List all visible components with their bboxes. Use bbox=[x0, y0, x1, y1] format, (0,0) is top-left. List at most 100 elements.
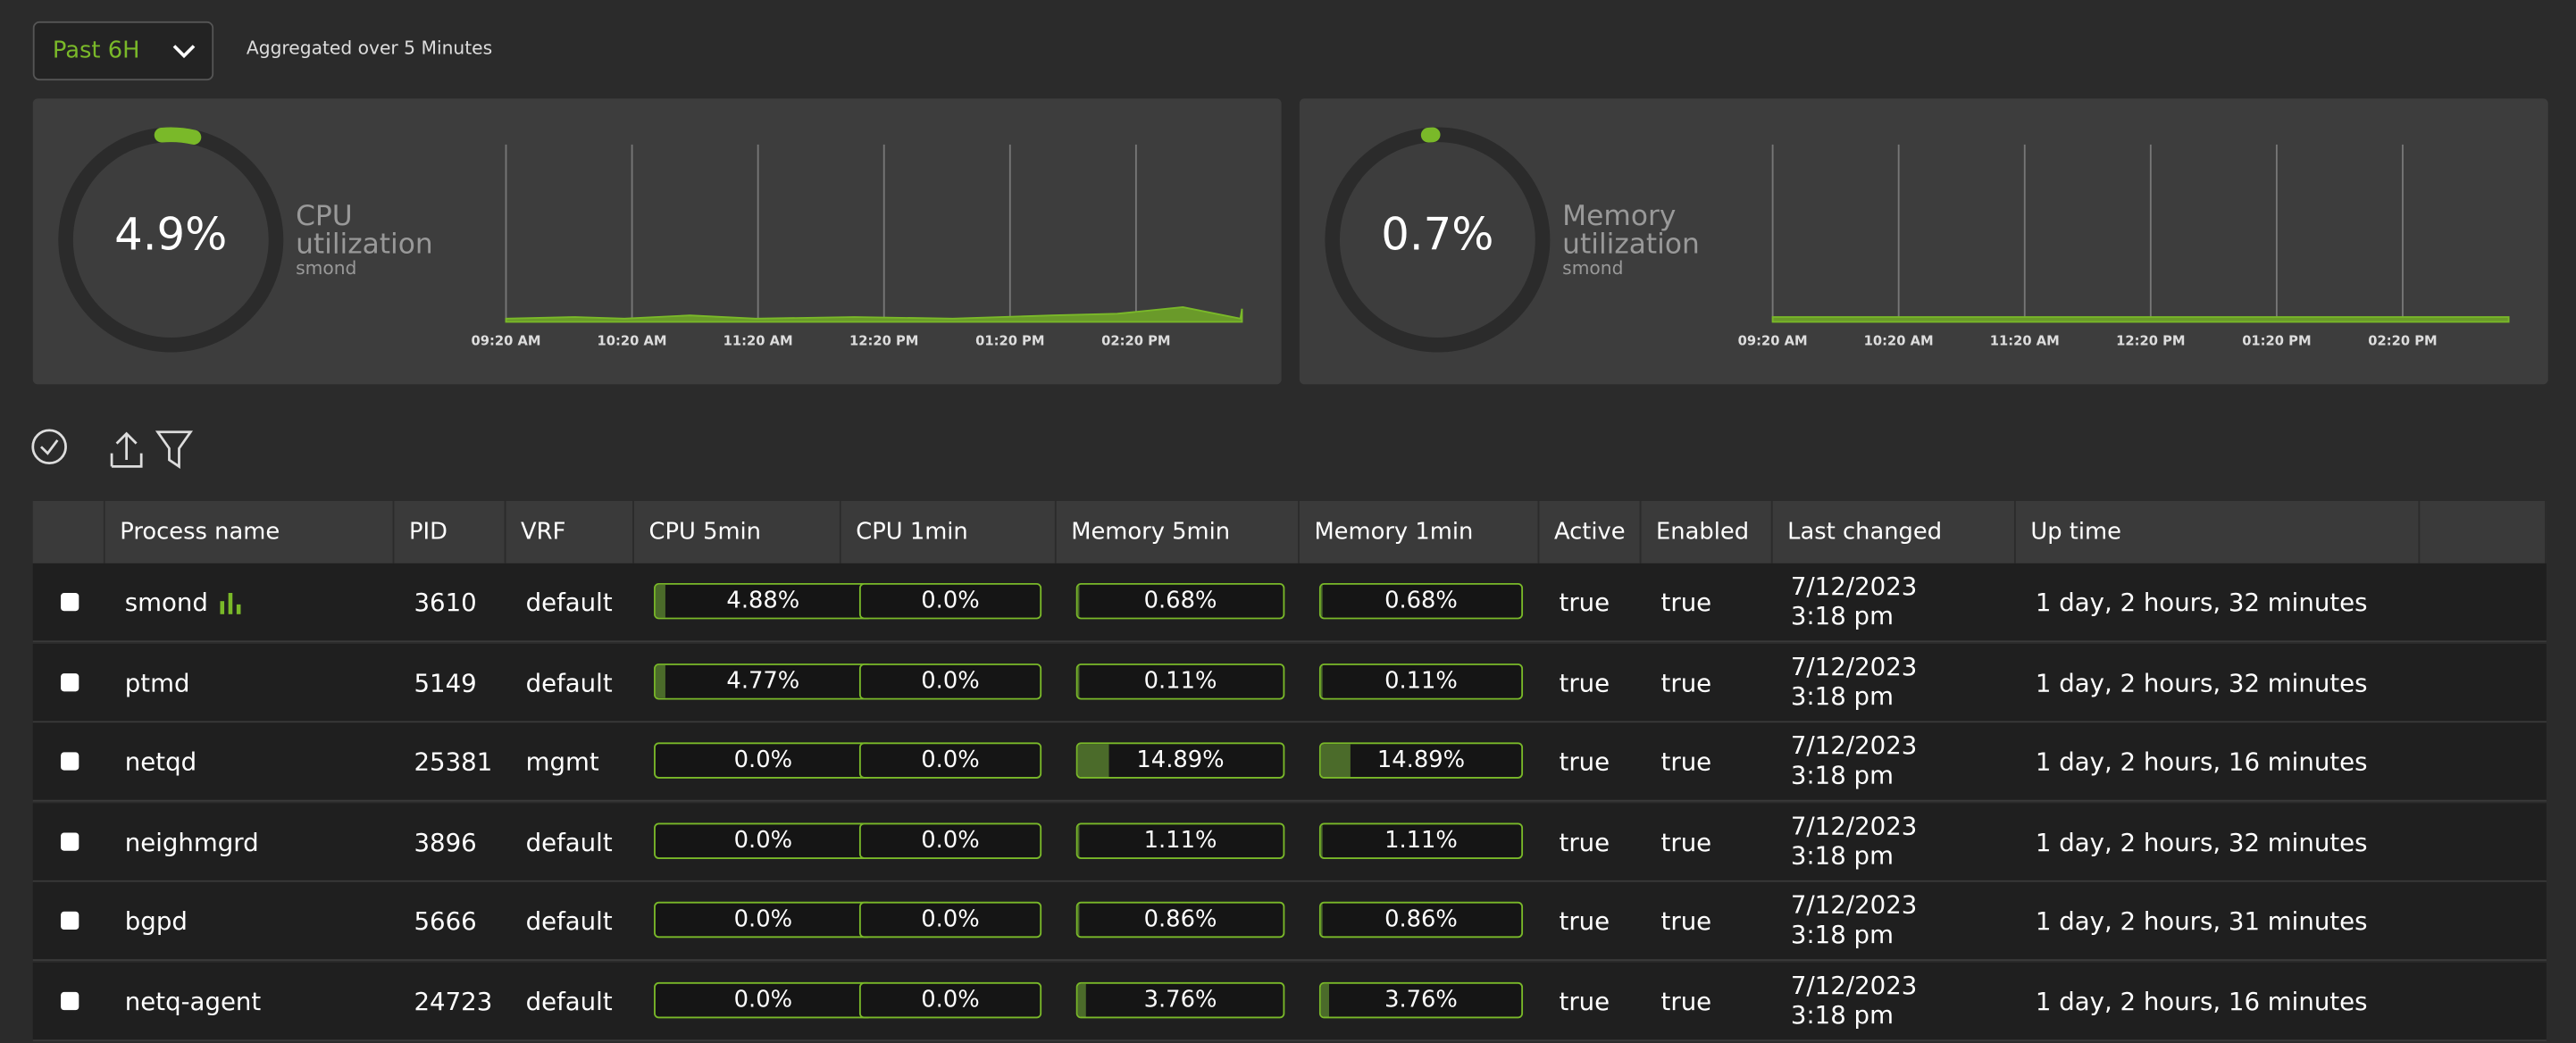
row-checkbox[interactable] bbox=[61, 592, 79, 612]
usage-label: 0.11% bbox=[1384, 667, 1458, 695]
usage-label: 0.0% bbox=[921, 747, 980, 774]
cell-text: default bbox=[525, 906, 613, 937]
usage-pill: 4.77% bbox=[654, 663, 873, 699]
chart-icon[interactable] bbox=[219, 591, 242, 614]
usage-pill: 0.0% bbox=[654, 822, 873, 859]
cell-text: 24723 bbox=[414, 986, 493, 1016]
cell-text: 1 day, 2 hours, 32 minutes bbox=[2035, 667, 2368, 697]
export-icon[interactable] bbox=[110, 431, 143, 468]
usage-pill: 0.0% bbox=[654, 901, 873, 939]
usage-pill: 14.89% bbox=[1075, 742, 1285, 779]
icon-bar bbox=[220, 601, 225, 614]
cell-text: ptmd bbox=[124, 667, 190, 697]
column-header[interactable]: Enabled bbox=[1641, 500, 1773, 563]
usage-pill: 0.68% bbox=[1318, 582, 1524, 620]
time-tick-label: 10:20 AM bbox=[1863, 333, 1934, 348]
usage-label: 3.76% bbox=[1384, 986, 1458, 1013]
usage-area bbox=[505, 306, 1243, 323]
cell-text: neighmgrd bbox=[124, 827, 259, 857]
cell-text: true bbox=[1660, 906, 1712, 937]
card-graphics bbox=[1325, 127, 2510, 353]
usage-area bbox=[1771, 316, 2510, 323]
usage-fill bbox=[1077, 903, 1080, 937]
gauge-value: 4.9% bbox=[114, 210, 228, 262]
usage-fill bbox=[1320, 982, 1329, 1016]
header-cell bbox=[32, 500, 105, 563]
cell-text: 1 day, 2 hours, 16 minutes bbox=[2035, 986, 2368, 1016]
last-changed: 7/12/2023 3:18 pm bbox=[1790, 572, 1918, 631]
select-all-icon[interactable] bbox=[31, 429, 67, 465]
usage-pill: 0.86% bbox=[1318, 901, 1524, 939]
time-tick-label: 01:20 PM bbox=[2242, 333, 2312, 348]
cell-text: true bbox=[1660, 667, 1712, 697]
row-checkbox[interactable] bbox=[61, 991, 79, 1010]
header-cell bbox=[2420, 500, 2547, 563]
column-header[interactable]: VRF bbox=[506, 500, 634, 563]
cell-text: netqd bbox=[124, 747, 197, 777]
usage-label: 0.0% bbox=[733, 747, 793, 774]
cell-text: 1 day, 2 hours, 31 minutes bbox=[2035, 906, 2368, 937]
usage-fill bbox=[1320, 903, 1323, 937]
aggregation: Aggregated over 5 Minutes bbox=[246, 38, 493, 60]
gauge-arc bbox=[1325, 127, 1551, 353]
row-checkbox[interactable] bbox=[61, 672, 79, 691]
column-header[interactable]: CPU 5min bbox=[633, 500, 841, 563]
icon-bar bbox=[236, 604, 241, 614]
usage-pill: 4.88% bbox=[654, 582, 873, 620]
usage-fill bbox=[1077, 744, 1108, 777]
column-header[interactable]: CPU 1min bbox=[841, 500, 1057, 563]
usage-label: 0.0% bbox=[921, 986, 980, 1013]
usage-label: 0.86% bbox=[1143, 906, 1217, 933]
column-header[interactable]: Memory 5min bbox=[1056, 500, 1300, 563]
usage-pill: 0.0% bbox=[858, 742, 1042, 779]
cell-text: 5149 bbox=[414, 667, 477, 697]
cell-text: 25381 bbox=[414, 747, 493, 777]
usage-label: 0.0% bbox=[733, 906, 793, 933]
usage-fill bbox=[1077, 823, 1081, 857]
last-changed: 7/12/2023 3:18 pm bbox=[1790, 970, 1918, 1030]
table-row: netqd 25381 mgmt 0.0% 0.0% 14.89% 14.89% true tr… bbox=[32, 722, 2547, 802]
usage-label: 14.89% bbox=[1376, 747, 1466, 774]
time-tick-label: 12:20 PM bbox=[2116, 333, 2186, 348]
column-header[interactable]: Memory 1min bbox=[1299, 500, 1540, 563]
cell-text: true bbox=[1660, 747, 1712, 777]
usage-label: 1.11% bbox=[1143, 827, 1217, 854]
row-checkbox[interactable] bbox=[61, 752, 79, 771]
table-row: neighmgrd 3896 default 0.0% 0.0% 1.11% 1.11% tr… bbox=[32, 802, 2547, 881]
cell-text: 1 day, 2 hours, 32 minutes bbox=[2035, 588, 2368, 618]
usage-pill: 0.11% bbox=[1075, 663, 1285, 699]
time-tick-label: 02:20 PM bbox=[1101, 333, 1171, 348]
row-checkbox[interactable] bbox=[61, 911, 79, 930]
row-checkbox[interactable] bbox=[61, 831, 79, 850]
cell-text: true bbox=[1559, 588, 1610, 618]
column-header[interactable]: PID bbox=[394, 500, 506, 563]
column-header[interactable]: Process name bbox=[105, 500, 395, 563]
usage-pill: 3.76% bbox=[1318, 980, 1524, 1018]
last-changed: 7/12/2023 3:18 pm bbox=[1790, 730, 1918, 790]
cell-text: true bbox=[1660, 986, 1712, 1016]
usage-label: 0.0% bbox=[733, 986, 793, 1013]
column-header[interactable]: Active bbox=[1539, 500, 1642, 563]
filter-icon[interactable] bbox=[155, 430, 194, 469]
chevron bbox=[172, 45, 196, 59]
cell-text: netq-agent bbox=[124, 986, 262, 1016]
time-tick-label: 11:20 AM bbox=[723, 333, 793, 348]
utilization-card: 09:20 AM 10:20 AM 11:20 AM 12:20 PM 01:20 PM… bbox=[32, 98, 1282, 385]
time-range-dropdown[interactable]: Past 6H bbox=[32, 21, 214, 81]
usage-pill: 0.0% bbox=[654, 980, 873, 1018]
time-tick-label: 02:20 PM bbox=[2368, 333, 2438, 348]
column-header[interactable]: Last changed bbox=[1772, 500, 2016, 563]
usage-pill: 0.0% bbox=[654, 742, 873, 779]
table-row: smond 3610 default 4.88% 0.0% 0.68% 0.68% true t… bbox=[32, 563, 2547, 643]
usage-fill bbox=[1077, 584, 1080, 618]
usage-pill: 14.89% bbox=[1318, 742, 1524, 779]
column-header[interactable]: Up time bbox=[2015, 500, 2421, 563]
time-range: Past 6H bbox=[52, 38, 140, 64]
usage-pill: 0.68% bbox=[1075, 582, 1285, 620]
cell-text: 5666 bbox=[414, 906, 477, 937]
usage-pill: 0.0% bbox=[858, 663, 1042, 699]
usage-pill: 0.86% bbox=[1075, 901, 1285, 939]
usage-label: 0.11% bbox=[1143, 667, 1217, 695]
cell-text: true bbox=[1559, 667, 1610, 697]
